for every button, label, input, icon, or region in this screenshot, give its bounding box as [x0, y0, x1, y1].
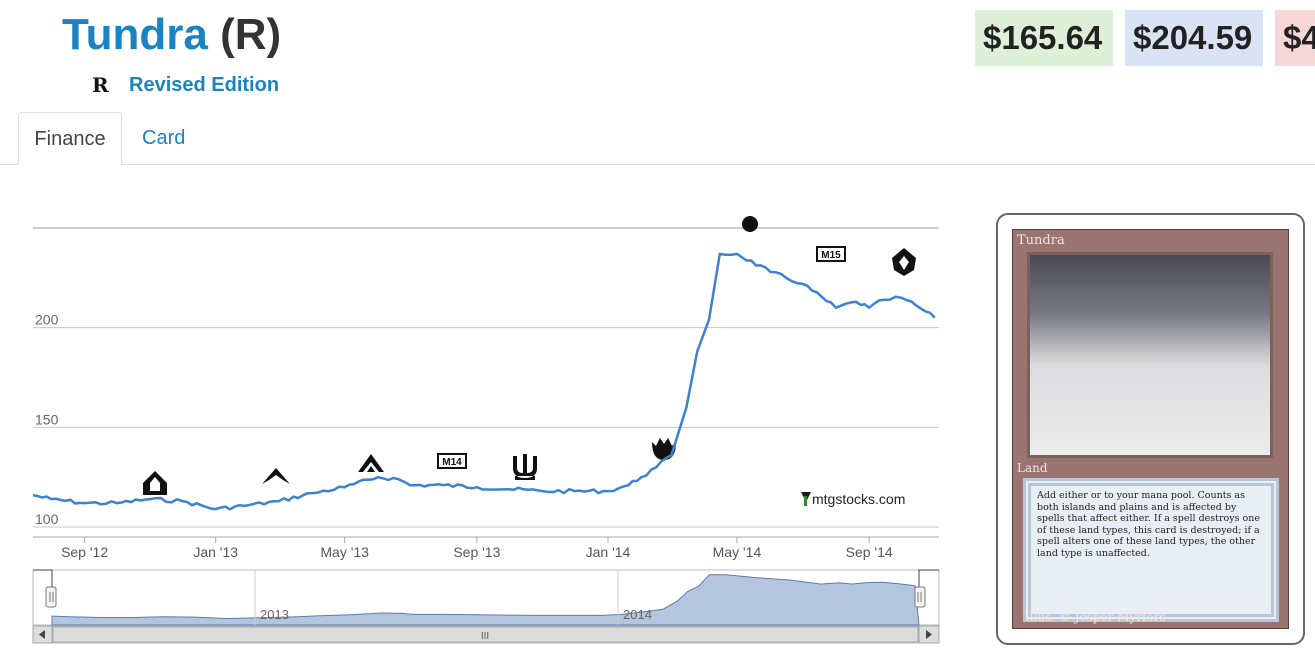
scroll-left-arrow-icon: [39, 630, 45, 639]
x-tick-label: Sep '13: [453, 544, 500, 560]
navigator-series-area: [51, 574, 920, 626]
chart-navigator[interactable]: 2013 2014: [32, 569, 940, 626]
card-image-inner: Tundra Land Add either or to your mana p…: [1012, 229, 1289, 629]
set-marker-m15-icon: M15: [816, 246, 846, 262]
y-tick-label: 200: [35, 312, 59, 328]
card-rarity: (R): [220, 10, 282, 59]
navigator-right-handle[interactable]: [914, 586, 926, 608]
price-low-badge: $165.64: [975, 10, 1113, 66]
set-symbol-icon: R: [92, 73, 109, 97]
credit-label: mtgstocks.com: [812, 491, 905, 507]
card-name: Tundra: [62, 10, 208, 59]
navigator-scrollbar[interactable]: III: [32, 625, 940, 644]
chart-grid: [33, 227, 939, 538]
x-axis-ticks: Sep '12 Jan '13 May '13 Sep '13 Jan '14 May '…: [61, 537, 893, 560]
y-tick-label: 150: [35, 411, 59, 427]
card-image-title: Tundra: [1017, 233, 1065, 248]
navigator-right-bracket: [918, 569, 939, 589]
set-marker-journey-into-nyx-icon: [742, 216, 758, 232]
x-tick-label: Sep '14: [846, 544, 893, 560]
card-image-rules-text: Add either or to your mana pool. Counts …: [1023, 478, 1279, 622]
x-tick-label: Jan '13: [193, 544, 238, 560]
x-tick-label: May '14: [713, 544, 762, 560]
set-marker-gatecrash-icon: [262, 468, 290, 484]
set-release-markers: M14 M15: [143, 216, 916, 495]
set-marker-born-of-the-gods-icon: [652, 438, 676, 460]
tab-card[interactable]: Card: [142, 127, 186, 149]
navigator-label-2013: 2013: [260, 607, 289, 622]
navigator-left-handle[interactable]: [45, 586, 57, 608]
svg-text:M15: M15: [821, 250, 841, 261]
set-line: R Revised Edition: [92, 72, 279, 98]
card-image: Tundra Land Add either or to your mana p…: [996, 213, 1305, 645]
price-high-badge: $4: [1275, 10, 1315, 66]
scroll-left-button[interactable]: [32, 625, 53, 644]
set-marker-khans-of-tarkir-icon: [892, 248, 916, 276]
y-axis-ticks: 100 150 200: [35, 312, 59, 527]
navigator-label-2014: 2014: [623, 607, 652, 622]
y-tick-label: 100: [35, 511, 59, 527]
tab-finance[interactable]: Finance: [18, 112, 122, 165]
scroll-right-arrow-icon: [926, 630, 932, 639]
tab-bar: Finance Card: [0, 112, 1315, 165]
mtgstocks-credit: mtgstocks.com: [801, 491, 905, 507]
scroll-grip-icon: III: [481, 631, 489, 642]
set-marker-m14-icon: M14: [437, 453, 467, 469]
set-marker-return-to-ravnica-icon: [143, 471, 167, 495]
x-tick-label: Sep '12: [61, 544, 108, 560]
price-avg-badge: $204.59: [1125, 10, 1263, 66]
set-marker-dragons-maze-icon: [358, 454, 384, 472]
scroll-right-button[interactable]: [918, 625, 940, 644]
svg-text:M14: M14: [442, 457, 462, 468]
card-title: Tundra (R): [62, 10, 281, 60]
price-series-line: [32, 252, 936, 511]
x-tick-label: May '13: [320, 544, 369, 560]
price-chart: 100 150 200 Sep '12 Jan '13 May '13 Sep '13 Ja…: [32, 216, 940, 644]
scroll-thumb[interactable]: [52, 626, 919, 643]
x-tick-label: Jan '14: [586, 544, 631, 560]
card-image-illustrator: Illus. © Jesper Myrfors: [1025, 610, 1166, 624]
card-art-snow-landscape: [1027, 252, 1273, 458]
set-link[interactable]: Revised Edition: [129, 73, 280, 96]
navigator-left-bracket: [33, 569, 53, 589]
card-image-type-line: Land: [1017, 461, 1048, 475]
set-marker-theros-icon: [513, 454, 537, 480]
